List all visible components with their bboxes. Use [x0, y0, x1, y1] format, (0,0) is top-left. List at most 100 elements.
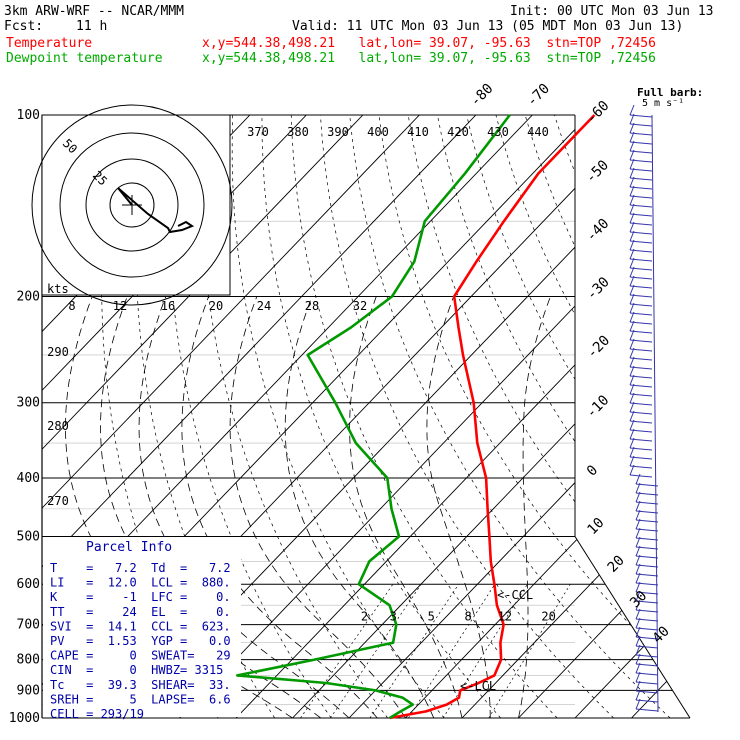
- isotherm-line: [42, 115, 364, 718]
- wind-barb-flag: [629, 131, 635, 143]
- wind-barb-flag: [635, 482, 641, 494]
- wind-barb-flag: [629, 212, 635, 224]
- wind-barb-flag: [629, 320, 635, 332]
- wind-barb-flag: [635, 635, 641, 647]
- mixing-ratio-line: [300, 584, 394, 718]
- pressure-tick-label: 900: [17, 683, 40, 698]
- lcl-annotation: <-LCL: [460, 679, 496, 693]
- wind-barb-flag: [629, 149, 635, 161]
- model-title: 3km ARW-WRF -- NCAR/MMM: [4, 4, 185, 19]
- temperature-tick-label: 0: [584, 462, 601, 479]
- wind-barb-flag: [629, 464, 635, 476]
- parcel-info-row: CIN = 0 HWBZ= 3315: [50, 663, 223, 677]
- isotherm-line: [42, 115, 420, 718]
- mixing-ratio-label: 20: [541, 610, 555, 624]
- temperature-location: x,y=544.38,498.21 lat,lon= 39.07, -95.63…: [202, 36, 656, 51]
- wind-barb-flag: [629, 455, 635, 467]
- dry-adiabat-label: 270: [47, 494, 69, 508]
- wind-barb-flag: [629, 401, 635, 413]
- wind-barb-flag: [629, 248, 635, 260]
- barb-legend-title: Full barb:: [637, 86, 703, 99]
- parcel-info-row: CELL = 293/19: [50, 707, 144, 721]
- init-time: Init: 00 UTC Mon 03 Jun 13: [510, 4, 714, 19]
- isotherm-line: [518, 115, 690, 718]
- wind-barb-flag: [629, 104, 635, 116]
- wind-barb-flag: [635, 644, 641, 656]
- plot-skew-border: [574, 536, 691, 719]
- pressure-tick-label: 500: [17, 529, 40, 544]
- legend-temperature: Temperature: [6, 36, 93, 51]
- wind-barb-flag: [635, 473, 641, 485]
- wind-barb-flag: [635, 680, 641, 692]
- speed-tick-label: 16: [161, 299, 175, 313]
- hodograph-ring: [59, 132, 205, 278]
- wind-barb-flag: [629, 194, 635, 206]
- wind-barb-flag: [629, 428, 635, 440]
- wind-barb-flag: [629, 266, 635, 278]
- temperature-tick-label: -10: [583, 392, 612, 421]
- wind-barb-flag: [629, 437, 635, 449]
- parcel-info-row: TT = 24 EL = 0.: [50, 605, 231, 619]
- dry-adiabat: [320, 115, 614, 718]
- wind-barb-flag: [629, 113, 635, 125]
- dry-adiabat: [407, 115, 690, 718]
- mixing-ratio-label: 2: [361, 610, 368, 624]
- wind-barb-flag: [629, 419, 635, 431]
- speed-tick-label: 20: [209, 299, 223, 313]
- wind-barb-flag: [635, 671, 641, 683]
- wind-barb-flag: [629, 374, 635, 386]
- temperature-tick-label: -50: [583, 157, 612, 186]
- wind-barb-flag: [635, 500, 641, 512]
- wind-barb-flag: [629, 275, 635, 287]
- isotherm-line: [405, 115, 690, 718]
- theta-label: 440: [527, 125, 549, 139]
- wind-barb-flag: [635, 653, 641, 665]
- hodograph-units: kts: [47, 282, 69, 296]
- wind-barb-flag: [629, 221, 635, 233]
- theta-label: 370: [247, 125, 269, 139]
- temperature-tick-label: 20: [605, 553, 628, 576]
- wind-barb-staff: [635, 708, 659, 712]
- mixing-ratio-line: [408, 584, 496, 718]
- mixing-ratio-label: 5: [428, 610, 435, 624]
- wind-barb-flag: [635, 608, 641, 620]
- ccl-annotation: <-CCL: [497, 588, 533, 602]
- dry-adiabat: [466, 115, 690, 718]
- dry-adiabat: [671, 115, 690, 718]
- dry-adiabat: [168, 115, 332, 718]
- wind-barb-flag: [635, 662, 641, 674]
- parcel-info-panel: Parcel Info T = 7.2 Td = 7.2LI = 12.0 LCL…: [43, 537, 241, 721]
- temperature-tick-label: -20: [584, 333, 613, 362]
- wind-barb-flag: [629, 365, 635, 377]
- wind-barb-flag: [629, 446, 635, 458]
- hodograph-ring: [85, 158, 179, 252]
- valid-time: Valid: 11 UTC Mon 03 Jun 13 (05 MDT Mon …: [292, 19, 684, 34]
- wind-barb-flag: [629, 140, 635, 152]
- speed-tick-label: 28: [305, 299, 319, 313]
- dry-adiabat: [730, 115, 740, 718]
- parcel-panel-bg: [43, 537, 241, 717]
- wind-barb-flag: [629, 230, 635, 242]
- wind-barb-staff: [629, 474, 653, 478]
- wind-barb-flag: [635, 689, 641, 701]
- wind-barb-flag: [635, 617, 641, 629]
- pressure-tick-label: 200: [17, 290, 40, 305]
- isotherm-line: [42, 115, 477, 718]
- speed-tick-label: 8: [68, 299, 75, 313]
- dry-adiabat: [290, 115, 558, 718]
- pressure-tick-label: 600: [17, 577, 40, 592]
- wind-barb-flag: [635, 698, 641, 710]
- wind-barb-flag: [635, 563, 641, 575]
- wind-barb-flag: [629, 410, 635, 422]
- dry-adiabat: [261, 115, 501, 718]
- wind-barb-flag: [629, 167, 635, 179]
- isotherm-line: [235, 115, 690, 718]
- dry-adiabat: [495, 115, 690, 718]
- hodograph-ring: [109, 182, 155, 228]
- wind-barb-flag: [629, 122, 635, 134]
- wind-barb-flag: [635, 491, 641, 503]
- hodograph-ring: [31, 104, 233, 306]
- wind-barb-flag: [629, 302, 635, 314]
